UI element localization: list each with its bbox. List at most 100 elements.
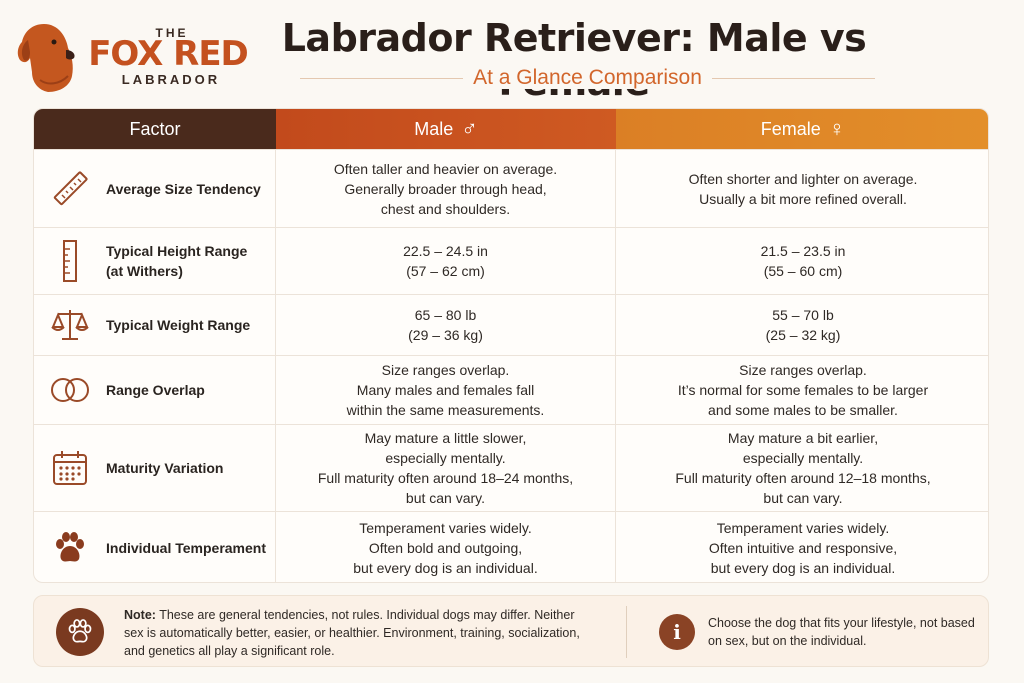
factor-label: Individual Temperament: [106, 538, 266, 558]
header-factor-label: Factor: [129, 118, 181, 139]
table-row: Individual Temperament Temperament varie…: [34, 511, 988, 582]
male-line: Many males and females fall: [356, 382, 535, 398]
male-line: Temperament varies widely.: [359, 520, 532, 536]
male-line: (57 – 62 cm): [406, 263, 485, 279]
factor-line: Average Size Tendency: [106, 180, 261, 197]
factor-cell: Typical Height Range (at Withers): [34, 228, 276, 294]
male-line: especially mentally.: [385, 450, 506, 466]
female-line: Usually a bit more refined overall.: [699, 190, 907, 207]
note-text: Note: These are general tendencies, not …: [124, 606, 594, 660]
female-line: Often shorter and lighter on average.: [688, 170, 918, 187]
factor-cell: Individual Temperament: [34, 512, 276, 582]
header-male-label: Male: [414, 118, 454, 139]
comparison-table: Factor Male ♂ Female ♀ Average Size Tenden…: [33, 108, 989, 583]
table-row: Typical Height Range (at Withers) 22.5 – …: [34, 227, 988, 294]
table-row: Range Overlap Size ranges overlap. Many m…: [34, 355, 988, 424]
female-cell: 21.5 – 23.5 in (55 – 60 cm): [616, 228, 988, 294]
male-cell: Size ranges overlap. Many males and femal…: [276, 356, 616, 424]
female-line: It’s normal for some females to be large…: [677, 382, 929, 398]
male-line: May mature a little slower,: [364, 430, 527, 446]
female-line: 21.5 – 23.5 in: [760, 243, 846, 259]
female-line: especially mentally.: [742, 450, 864, 466]
male-line: Full maturity often around 18–24 months,: [317, 470, 574, 486]
height-ruler-icon: [48, 239, 92, 283]
note-label: Note:: [124, 608, 156, 622]
table-row: Typical Weight Range 65 – 80 lb (29 – 36 …: [34, 294, 988, 355]
male-line: 22.5 – 24.5 in: [403, 243, 488, 259]
male-line: but every dog is an individual.: [353, 560, 538, 576]
female-cell: 55 – 70 lb (25 – 32 kg): [616, 295, 988, 355]
female-line: and some males to be smaller.: [708, 402, 898, 418]
male-line: chest and shoulders.: [380, 200, 511, 217]
logo: THE FOX RED LABRADOR: [14, 20, 249, 96]
logo-the: THE: [155, 26, 189, 40]
factor-cell: Range Overlap: [34, 356, 276, 424]
factor-label: Typical Height Range (at Withers): [106, 241, 247, 281]
scale-icon: [48, 303, 92, 347]
male-line: 65 – 80 lb: [414, 307, 477, 323]
male-line: Often bold and outgoing,: [368, 540, 523, 556]
male-cell: May mature a little slower, especially me…: [276, 425, 616, 511]
factor-line: Range Overlap: [106, 382, 205, 398]
male-line: but can vary.: [405, 490, 486, 506]
factor-cell: Average Size Tendency: [34, 150, 276, 227]
female-line: May mature a bit earlier,: [727, 430, 879, 446]
subtitle-wrap: At a Glance Comparison: [300, 66, 875, 90]
factor-line: Typical Weight Range: [106, 317, 251, 333]
table-row: Average Size Tendency Often taller and h…: [34, 149, 988, 227]
factor-label: Average Size Tendency: [106, 179, 261, 199]
male-cell: Often taller and heavier on average. Gene…: [276, 150, 616, 227]
overlap-circles-icon: [48, 368, 92, 412]
female-cell: Size ranges overlap. It’s normal for some…: [616, 356, 988, 424]
note-divider: [626, 606, 627, 658]
header-male: Male ♂: [276, 109, 616, 149]
logo-labrador: LABRADOR: [121, 72, 221, 87]
male-line: (29 – 36 kg): [408, 327, 483, 343]
header-factor: Factor: [34, 109, 276, 149]
note-paw-icon: [56, 608, 104, 656]
female-line: Temperament varies widely.: [716, 520, 890, 536]
female-line: (55 – 60 cm): [763, 263, 843, 279]
header-female-label: Female: [760, 118, 821, 139]
female-line: Often intuitive and responsive,: [708, 540, 898, 556]
factor-cell: Typical Weight Range: [34, 295, 276, 355]
subtitle-text: At a Glance Comparison: [463, 66, 712, 89]
header-female: Female ♀: [616, 109, 988, 149]
factor-label: Maturity Variation: [106, 458, 223, 478]
note-box: Note: These are general tendencies, not …: [33, 595, 989, 667]
factor-cell: Maturity Variation: [34, 425, 276, 511]
paw-icon: [48, 526, 92, 570]
table-header: Factor Male ♂ Female ♀: [34, 109, 988, 149]
male-line: Generally broader through head,: [344, 180, 547, 197]
factor-line: Individual Temperament: [106, 540, 266, 556]
factor-line: Typical Height Range: [106, 243, 248, 259]
male-line: within the same measurements.: [346, 402, 545, 418]
factor-label: Typical Weight Range: [106, 315, 250, 335]
ruler-icon: [48, 167, 92, 211]
female-symbol-icon: ♀: [828, 116, 846, 141]
male-symbol-icon: ♂: [461, 116, 478, 141]
page-title: Labrador Retriever: Male vs Female: [281, 16, 867, 104]
female-line: but every dog is an individual.: [710, 560, 896, 576]
note-body: These are general tendencies, not rules.…: [124, 608, 580, 658]
female-cell: May mature a bit earlier, especially ment…: [616, 425, 988, 511]
factor-label: Range Overlap: [106, 380, 205, 400]
subtitle: At a Glance Comparison: [300, 66, 875, 90]
male-line: Often taller and heavier on average.: [333, 160, 558, 177]
factor-line: (at Withers): [106, 263, 183, 279]
female-line: (25 – 32 kg): [765, 327, 841, 343]
male-cell: 22.5 – 24.5 in (57 – 62 cm): [276, 228, 616, 294]
male-cell: Temperament varies widely. Often bold and…: [276, 512, 616, 582]
female-line: Full maturity often around 12–18 months,: [675, 470, 931, 486]
factor-line: Maturity Variation: [106, 460, 224, 476]
female-line: 55 – 70 lb: [772, 307, 834, 323]
labrador-head-icon: [17, 24, 75, 92]
logo-fox-red: FOX RED: [88, 34, 249, 74]
female-line: Size ranges overlap.: [739, 362, 867, 378]
table-row: Maturity Variation May mature a little s…: [34, 424, 988, 511]
female-line: but can vary.: [763, 490, 843, 506]
female-cell: Often shorter and lighter on average. Usu…: [616, 150, 988, 227]
male-line: Size ranges overlap.: [381, 362, 510, 378]
info-icon: i: [659, 614, 695, 650]
note-tip: Choose the dog that fits your lifestyle,…: [708, 616, 975, 648]
